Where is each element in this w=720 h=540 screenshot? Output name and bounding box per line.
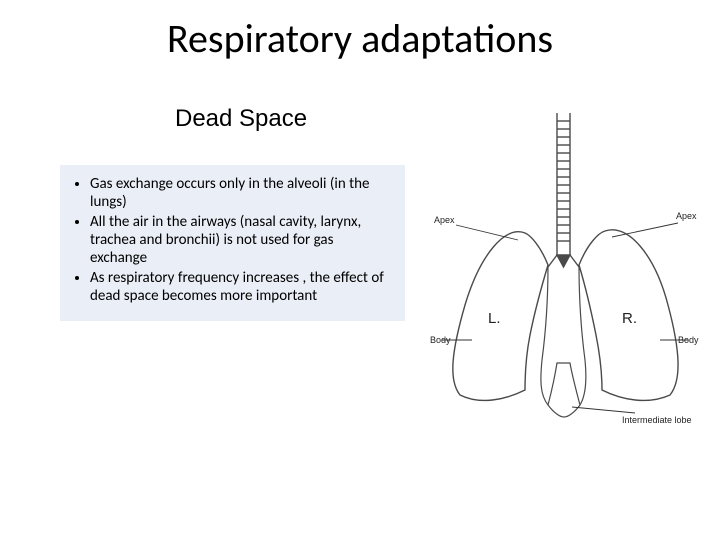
label-r: R. <box>622 310 637 327</box>
label-apex-right: Apex <box>676 211 697 221</box>
lung-diagram: Apex Apex Body Body Intermediate lobe L.… <box>430 105 700 425</box>
label-apex-left: Apex <box>434 215 455 225</box>
list-item: All the air in the airways (nasal cavity… <box>90 213 393 267</box>
slide-title: Respiratory adaptations <box>0 14 720 63</box>
lung-svg: Apex Apex Body Body Intermediate lobe L.… <box>430 105 700 425</box>
body-text-box: Gas exchange occurs only in the alveoli … <box>60 165 405 321</box>
label-body-right: Body <box>678 335 699 345</box>
bullet-list: Gas exchange occurs only in the alveoli … <box>72 175 393 305</box>
label-l: L. <box>488 310 501 327</box>
slide: Respiratory adaptations Dead Space Gas e… <box>0 0 720 540</box>
slide-subtitle: Dead Space <box>175 105 307 133</box>
list-item: Gas exchange occurs only in the alveoli … <box>90 175 393 211</box>
label-intermediate-lobe: Intermediate lobe <box>622 415 692 425</box>
label-body-left: Body <box>430 335 451 345</box>
list-item: As respiratory frequency increases , the… <box>90 269 393 305</box>
